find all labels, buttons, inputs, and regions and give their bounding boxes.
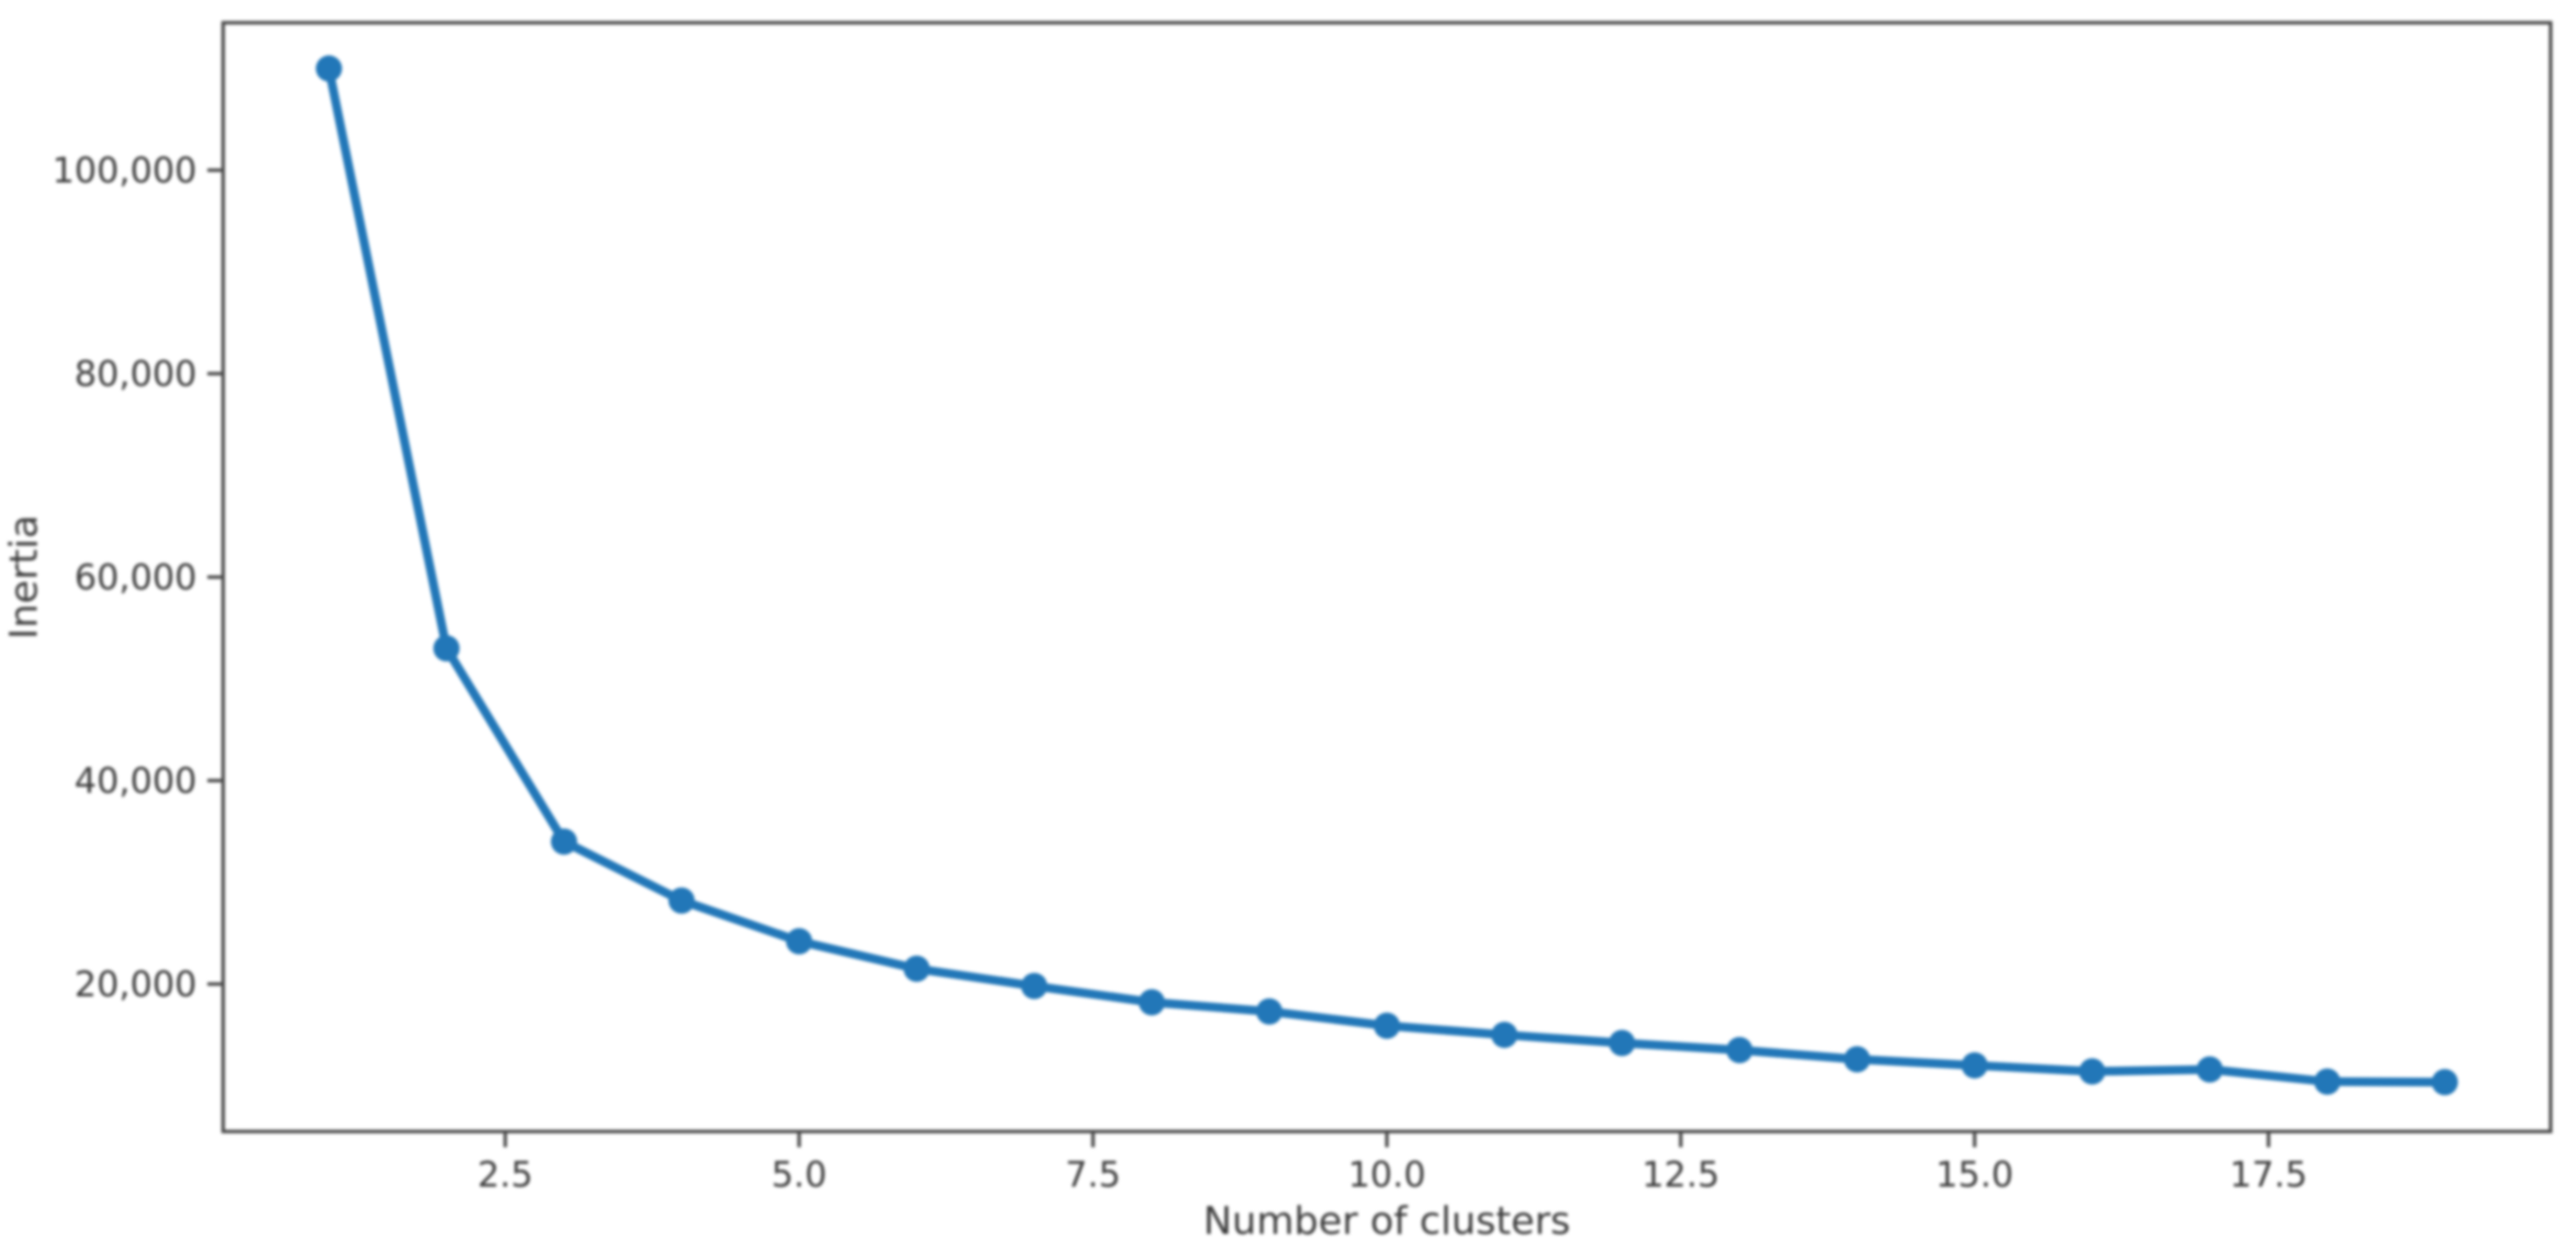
data-point (2196, 1056, 2223, 1083)
line-series (324, 64, 2450, 1087)
x-tick-label: 7.5 (1065, 1155, 1121, 1195)
y-tick-label: 20,000 (74, 964, 197, 1005)
data-point (1138, 989, 1166, 1016)
plot-box (221, 21, 2552, 1133)
x-tick-label: 10.0 (1348, 1155, 1425, 1195)
data-point (1020, 972, 1047, 999)
x-tick-label: 12.5 (1642, 1155, 1719, 1195)
data-point (1608, 1029, 1635, 1056)
data-point (668, 887, 695, 914)
data-point (1374, 1012, 1400, 1040)
data-point (1726, 1037, 1754, 1064)
data-point (2314, 1068, 2341, 1096)
data-point (2432, 1068, 2459, 1096)
data-point (1844, 1046, 1871, 1073)
x-tick-label: 5.0 (771, 1155, 827, 1195)
x-axis-label: Number of clusters (1203, 1199, 1571, 1243)
x-tick-label: 15.0 (1936, 1155, 2013, 1195)
x-tick-label: 2.5 (478, 1155, 534, 1195)
data-point (2079, 1058, 2106, 1085)
data-point (786, 928, 813, 955)
data-point (550, 828, 578, 855)
data-point (903, 956, 930, 983)
y-axis-label: Inertia (2, 515, 46, 639)
y-tick-label: 100,000 (52, 151, 197, 192)
y-tick-label: 60,000 (74, 558, 197, 599)
y-tick-label: 80,000 (74, 354, 197, 395)
data-point (433, 634, 460, 662)
data-point (1961, 1052, 1988, 1079)
data-point (1491, 1021, 1518, 1048)
data-point (1256, 998, 1283, 1025)
data-point (315, 55, 342, 82)
y-tick-label: 40,000 (74, 761, 197, 802)
x-tick-label: 17.5 (2230, 1155, 2307, 1195)
